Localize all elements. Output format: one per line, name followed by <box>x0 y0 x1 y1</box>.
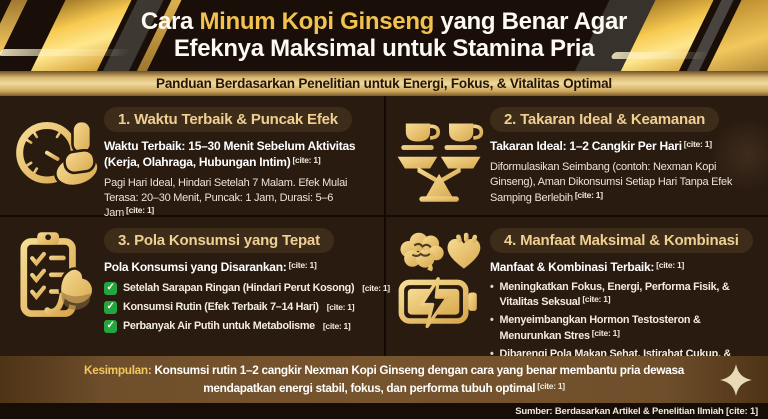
section-pola-konsumsi: 3. Pola Konsumsi yang Tepat Pola Konsums… <box>0 217 390 356</box>
section-title-pill: 3. Pola Konsumsi yang Tepat <box>104 228 334 253</box>
cite-marker: [cite: 1] <box>362 283 390 294</box>
page-title: Cara Minum Kopi Ginseng yang Benar Agar … <box>0 0 768 63</box>
cite-marker: [cite: 1] <box>656 260 685 270</box>
title-gold-phrase: Minum Kopi Ginseng <box>199 8 435 35</box>
cite-marker: [cite: 1] <box>322 321 351 332</box>
deco-glow <box>710 118 768 192</box>
cite-marker: [cite: 1] <box>288 260 317 270</box>
section-body: Pagi Hari Ideal, Hindari Setelah 7 Malam… <box>104 176 348 220</box>
vertical-divider <box>384 96 386 356</box>
cite-marker: [cite: 1] <box>326 302 355 313</box>
section-title-pill: 2. Takaran Ideal & Keamanan <box>490 107 720 132</box>
checklist-item: ✓ Perbanyak Air Putih untuk Metabolisme … <box>104 319 372 333</box>
section-lead: Takaran Ideal: 1–2 Cangkir Per Hari [cite… <box>490 139 712 153</box>
bullet-item: • Menyeimbangkan Hormon Testosteron & Me… <box>490 313 756 343</box>
header: Cara Minum Kopi Ginseng yang Benar Agar … <box>0 0 768 71</box>
section-title-pill: 4. Manfaat Maksimal & Kombinasi <box>490 228 753 253</box>
check-icon: ✓ <box>104 319 117 333</box>
cite-marker: [cite: 1] <box>582 294 611 305</box>
section-lead: Waktu Terbaik: 15–30 Menit Sebelum Aktiv… <box>104 139 356 169</box>
section-content: 3. Pola Konsumsi yang Tepat Pola Konsums… <box>104 228 390 356</box>
cite-marker: [cite: 1] <box>574 189 603 200</box>
bullet-item: • Meningkatkan Fokus, Energi, Performa F… <box>490 280 756 310</box>
section-takaran-ideal: 2. Takaran Ideal & Keamanan Takaran Idea… <box>386 96 768 215</box>
section-content: 2. Takaran Ideal & Keamanan Takaran Idea… <box>490 107 762 215</box>
bullet-icon: • <box>490 314 494 327</box>
cite-marker: [cite: 1] <box>537 380 565 391</box>
sparkle-icon <box>720 363 752 396</box>
conclusion-text: Kesimpulan: Konsumsi rutin 1–2 cangkir N… <box>83 362 685 395</box>
section-lead: Manfaat & Kombinasi Terbaik: [cite: 1] <box>490 260 685 274</box>
subtitle-text: Panduan Berdasarkan Penelitian untuk Ene… <box>156 76 612 91</box>
section-content: 4. Manfaat Maksimal & Kombinasi Manfaat … <box>490 228 762 389</box>
check-icon: ✓ <box>104 300 117 314</box>
bullet-icon: • <box>490 347 494 360</box>
title-line-2: Efeknya Maksimal untuk Stamina Pria <box>173 34 595 62</box>
section-title-pill: 1. Waktu Terbaik & Puncak Efek <box>104 107 352 132</box>
cite-marker: [cite: 1] <box>126 205 155 216</box>
subtitle-ribbon: Panduan Berdasarkan Penelitian untuk Ene… <box>0 71 768 96</box>
checklist-text: Perbanyak Air Putih untuk Metabolisme <box>123 320 315 333</box>
cite-marker: [cite: 1] <box>591 327 620 338</box>
checklist-text: Setelah Sarapan Ringan (Hindari Perut Ko… <box>123 282 355 295</box>
conclusion-bar: Kesimpulan: Konsumsi rutin 1–2 cangkir N… <box>0 356 768 403</box>
horizontal-divider <box>0 215 768 217</box>
footer: Sumber: Berdasarkan Artikel & Penelitian… <box>0 403 768 419</box>
section-waktu-terbaik: 1. Waktu Terbaik & Puncak Efek Waktu Ter… <box>0 96 384 219</box>
bullet-text: Menyeimbangkan Hormon Testosteron & Menu… <box>499 314 701 342</box>
checklist-item: ✓ Konsumsi Rutin (Efek Terbaik 7–14 Hari… <box>104 300 372 314</box>
checklist-text: Konsumsi Rutin (Efek Terbaik 7–14 Hari) <box>123 301 319 314</box>
source-text: Sumber: Berdasarkan Artikel & Penelitian… <box>515 405 758 417</box>
section-content: 1. Waktu Terbaik & Puncak Efek Waktu Ter… <box>104 107 378 219</box>
conclusion-label: Kesimpulan: <box>83 362 152 377</box>
section-manfaat-maksimal: 4. Manfaat Maksimal & Kombinasi Manfaat … <box>386 217 768 389</box>
coffee-scale-icon <box>394 107 486 215</box>
content-grid: 1. Waktu Terbaik & Puncak Efek Waktu Ter… <box>0 96 768 389</box>
check-icon: ✓ <box>104 281 117 295</box>
bullet-text: Meningkatkan Fokus, Energi, Performa Fis… <box>499 280 730 309</box>
section-body: Diformulasikan Seimbang (contoh: Nexman … <box>490 160 733 204</box>
checklist-item: ✓ Setelah Sarapan Ringan (Hindari Perut … <box>104 281 390 295</box>
cite-marker: [cite: 1] <box>292 154 321 165</box>
bullet-icon: • <box>490 280 494 293</box>
title-line-1: Cara Minum Kopi Ginseng yang Benar Agar <box>140 8 628 35</box>
clock-muscle-icon <box>8 107 100 215</box>
section-lead: Pola Konsumsi yang Disarankan: [cite: 1] <box>104 260 317 274</box>
clipboard-stomach-icon <box>8 228 100 356</box>
brain-heart-battery-icon <box>394 228 486 356</box>
cite-marker: [cite: 1] <box>683 139 712 149</box>
